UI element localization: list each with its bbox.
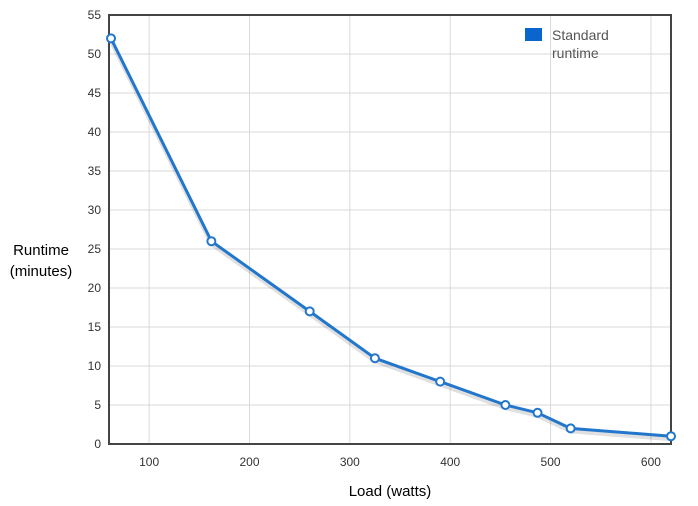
y-tick-label: 40	[88, 125, 102, 139]
y-axis-title-line-1: Runtime	[13, 242, 69, 259]
y-tick-label: 15	[88, 320, 102, 334]
x-tick-label: 200	[239, 455, 259, 469]
plot-frame	[108, 14, 672, 445]
grid-lines	[109, 15, 671, 444]
data-point	[435, 376, 446, 387]
y-tick-label: 20	[88, 281, 102, 295]
y-tick-labels: 0 5 10 15 20 25 30 35 40 45 50 55	[88, 8, 102, 451]
y-tick-label: 30	[88, 203, 102, 217]
x-tick-label: 600	[641, 455, 661, 469]
series-line	[109, 37, 672, 438]
series-shadow	[109, 40, 672, 442]
legend-swatch	[525, 28, 542, 41]
x-tick-label: 300	[340, 455, 360, 469]
y-axis-title-line-2: (minutes)	[10, 263, 73, 280]
legend-label-line-2: runtime	[552, 45, 599, 61]
data-point	[565, 423, 576, 434]
y-tick-label: 55	[88, 8, 102, 22]
x-tick-label: 500	[541, 455, 561, 469]
x-axis-title: Load (watts)	[349, 483, 432, 500]
y-tick-label: 0	[94, 437, 101, 451]
data-point	[206, 236, 217, 247]
series-line-group	[109, 37, 672, 438]
y-tick-label: 35	[88, 164, 102, 178]
x-tick-labels: 100 200 300 400 500 600	[139, 455, 661, 469]
series-line-shadow	[109, 40, 672, 442]
y-tick-label: 10	[88, 359, 102, 373]
data-point	[532, 407, 543, 418]
data-points	[106, 33, 676, 442]
data-point	[500, 400, 511, 410]
y-tick-label: 50	[88, 47, 102, 61]
data-point	[106, 33, 117, 44]
y-tick-label: 45	[88, 86, 102, 100]
data-point	[369, 353, 380, 364]
legend-label-line-1: Standard	[552, 27, 609, 43]
y-tick-label: 25	[88, 242, 102, 256]
data-point	[304, 306, 315, 317]
data-point	[666, 431, 676, 442]
x-tick-label: 100	[139, 455, 159, 469]
legend: Standard runtime	[525, 27, 609, 61]
y-tick-label: 5	[94, 398, 101, 412]
x-tick-label: 400	[440, 455, 460, 469]
